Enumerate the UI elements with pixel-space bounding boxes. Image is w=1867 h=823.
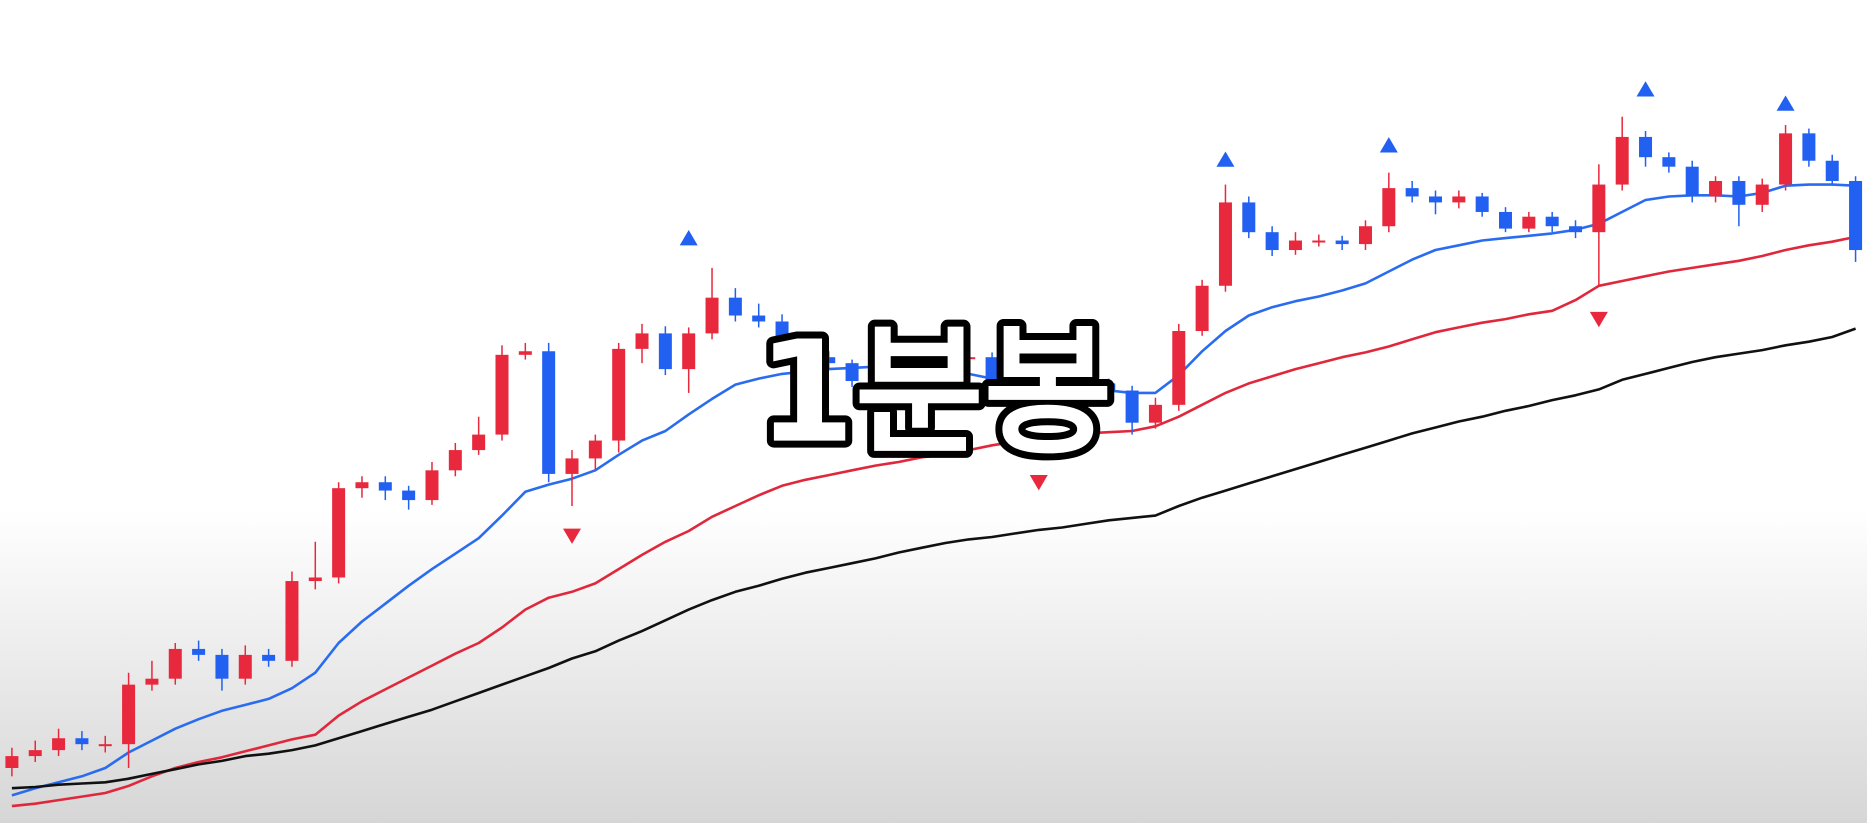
moving-average-line <box>11 235 1856 808</box>
candle-body <box>1779 133 1793 185</box>
chart-title: 1분봉 <box>757 312 1112 475</box>
candle-body <box>1802 133 1816 161</box>
candle-body <box>1265 232 1279 251</box>
candle-body <box>472 434 486 451</box>
sell-signal <box>563 528 582 544</box>
candle-body <box>332 488 346 578</box>
candle-body <box>122 684 136 745</box>
sell-signal <box>1029 475 1048 491</box>
candle-body <box>5 756 19 768</box>
candle-body <box>1008 392 1022 405</box>
candle-body <box>1592 184 1606 233</box>
candle-body <box>75 738 89 745</box>
plot-area <box>5 81 1863 808</box>
candle-body <box>1358 226 1372 245</box>
candle-body <box>822 357 836 364</box>
candle-body <box>845 363 859 382</box>
sell-signal <box>1589 311 1608 328</box>
candle-body <box>1569 226 1583 233</box>
candle-body <box>1499 211 1513 229</box>
candle-body <box>1475 196 1489 212</box>
candle-body <box>1125 390 1139 423</box>
candle-body <box>168 648 182 679</box>
candle-body <box>938 357 952 382</box>
candle-body <box>1335 240 1349 245</box>
candle-body <box>565 458 579 474</box>
candle-body <box>728 297 742 316</box>
candle-body <box>1825 160 1839 181</box>
candle-body <box>1709 180 1723 197</box>
candle-body <box>378 482 392 491</box>
candle-body <box>28 750 42 757</box>
candle-body <box>915 363 929 382</box>
candle-body <box>1172 331 1186 405</box>
candle-body <box>658 333 672 370</box>
buy-signal <box>1216 151 1235 167</box>
candle-body <box>518 351 532 355</box>
candle-body <box>798 354 812 358</box>
candle-body <box>1078 383 1092 399</box>
candle-body <box>262 654 276 661</box>
candle-body <box>1452 196 1466 203</box>
candle-body <box>1195 285 1209 332</box>
candle-body <box>1055 398 1069 411</box>
buy-signal <box>1776 95 1795 111</box>
candle-body <box>1382 188 1396 227</box>
moving-average-line <box>11 183 1856 797</box>
candle-body <box>1685 166 1699 197</box>
candle-body <box>612 348 626 441</box>
candle-body <box>892 363 906 376</box>
candle-body <box>1288 240 1302 251</box>
candle-body <box>448 450 462 471</box>
candle-body <box>1755 184 1769 205</box>
candle-body <box>285 581 299 661</box>
candle-body <box>752 315 766 322</box>
candle-body <box>635 333 649 349</box>
candle-body <box>308 577 322 582</box>
buy-signal <box>679 230 698 246</box>
candle-body <box>705 297 719 334</box>
candle-body <box>52 738 66 751</box>
candle-body <box>1405 188 1419 197</box>
candle-body <box>682 333 696 370</box>
candle-body <box>1545 216 1559 227</box>
candle-body <box>1732 180 1746 205</box>
candle-body <box>542 351 556 474</box>
candle-body <box>1522 216 1536 229</box>
candle-body <box>1148 404 1162 423</box>
candle-body <box>1312 240 1326 243</box>
candle-body <box>1639 136 1653 158</box>
buy-signal <box>1379 137 1398 153</box>
candle-body <box>588 440 602 459</box>
candle-body <box>215 654 229 679</box>
candle-body <box>355 482 369 489</box>
candle-body <box>985 357 999 393</box>
candle-body <box>495 354 509 435</box>
candle-body <box>1218 202 1232 286</box>
candle-body <box>192 648 206 655</box>
candle-body <box>98 744 112 747</box>
candle-body <box>868 375 882 382</box>
moving-average-line <box>11 327 1857 790</box>
candle-body <box>1662 157 1676 167</box>
buy-signal <box>1636 81 1655 97</box>
candle-body <box>145 678 159 685</box>
candle-body <box>1032 404 1046 411</box>
candle-body <box>1428 196 1442 203</box>
candle-body <box>1242 202 1256 233</box>
candle-body <box>425 470 439 501</box>
candle-body <box>1102 383 1116 391</box>
candle-body <box>402 490 416 501</box>
candle-body <box>962 357 976 360</box>
candle-body <box>775 321 789 355</box>
candle-body <box>1849 180 1863 251</box>
candle-body <box>1615 136 1629 185</box>
candle-body <box>238 654 252 679</box>
